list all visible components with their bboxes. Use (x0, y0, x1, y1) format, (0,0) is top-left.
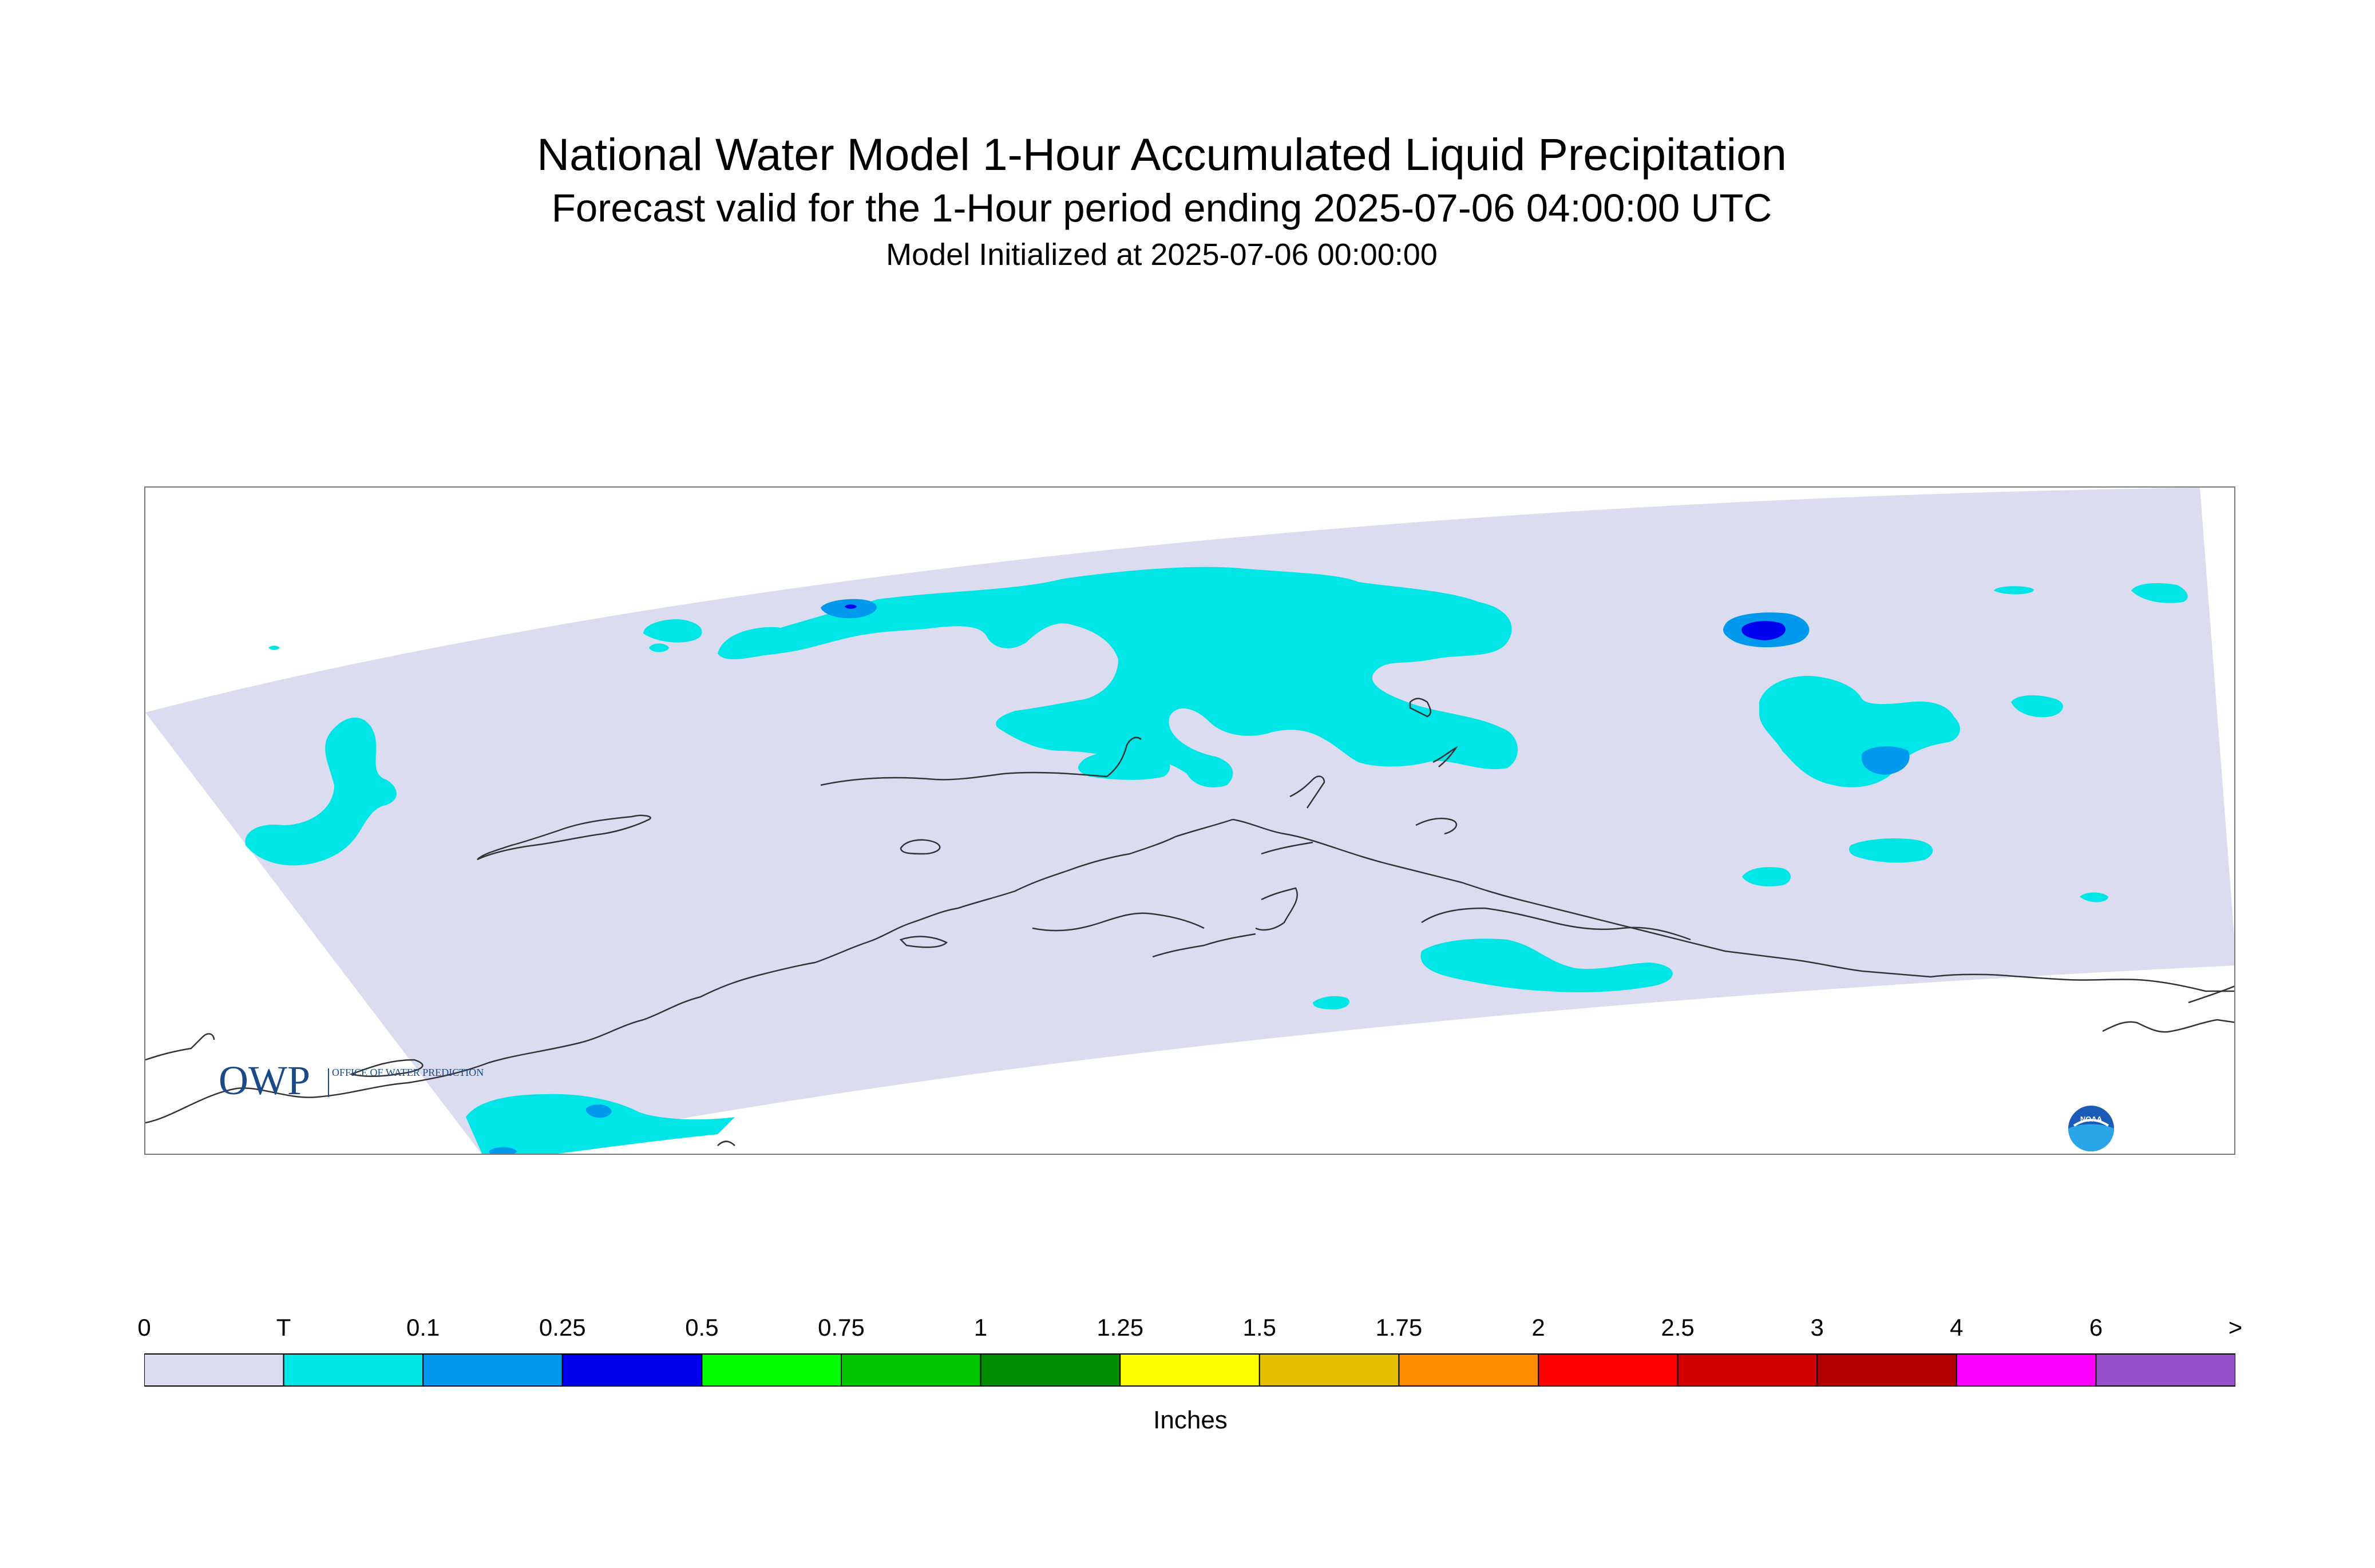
legend-tick-label: 0.5 (685, 1314, 719, 1341)
legend-tick-label: 0.75 (818, 1314, 865, 1341)
legend-swatch (1258, 1353, 1400, 1387)
legend-swatch (701, 1353, 842, 1387)
legend-tick-label: 6 (2089, 1314, 2103, 1341)
legend-tick-label: 2 (1531, 1314, 1545, 1341)
legend-tick-label: 4 (1950, 1314, 1964, 1341)
legend-swatch (144, 1353, 284, 1387)
legend-swatch (841, 1353, 981, 1387)
legend-tick-label: 1.75 (1375, 1314, 1423, 1341)
map-panel: OWP OFFICE OF WATER PREDICTION NOAA (144, 486, 2235, 1155)
legend-tick-label: 0.25 (539, 1314, 586, 1341)
legend-swatch (1816, 1353, 1957, 1387)
owp-logo: OWP OFFICE OF WATER PREDICTION (219, 1058, 484, 1103)
legend-tick-label: T (276, 1314, 291, 1341)
legend-tick-label: 3 (1810, 1314, 1824, 1341)
legend-swatch (1538, 1353, 1679, 1387)
model-initialized-subtitle: Model Initialized at 2025-07-06 00:00:00 (886, 237, 1438, 272)
legend-swatch (2095, 1353, 2235, 1387)
color-legend (144, 1353, 2235, 1387)
legend-tick-label: 1.5 (1242, 1314, 1276, 1341)
forecast-valid-subtitle: Forecast valid for the 1-Hour period end… (551, 186, 1772, 230)
precip-trace-areas (245, 567, 2188, 1154)
legend-bar (144, 1353, 2235, 1387)
legend-tick-label: 1.25 (1097, 1314, 1144, 1341)
model-domain (145, 488, 2234, 1154)
map-title: National Water Model 1-Hour Accumulated … (537, 129, 1787, 180)
noaa-logo-text: NOAA (2080, 1115, 2103, 1123)
legend-swatch (422, 1353, 563, 1387)
legend-swatch (1956, 1353, 2097, 1387)
legend-tick-label: 0.1 (406, 1314, 440, 1341)
owp-logo-subtext: OFFICE OF WATER PREDICTION (332, 1067, 484, 1078)
legend-tick-label: 0 (137, 1314, 151, 1341)
legend-swatch (1119, 1353, 1260, 1387)
owp-logo-text: OWP (219, 1058, 310, 1103)
legend-swatch (283, 1353, 424, 1387)
legend-tick-label: 2.5 (1661, 1314, 1695, 1341)
legend-units-label: Inches (1153, 1406, 1228, 1434)
legend-swatch (1398, 1353, 1539, 1387)
legend-tick-label: > (2228, 1314, 2243, 1341)
precip-dark-blue-areas (845, 604, 1786, 640)
legend-swatch (561, 1353, 703, 1387)
precipitation-map: OWP OFFICE OF WATER PREDICTION NOAA (145, 488, 2234, 1154)
legend-tick-label: 1 (973, 1314, 988, 1341)
legend-swatch (980, 1353, 1121, 1387)
noaa-logo: NOAA (2068, 1106, 2114, 1151)
legend-swatch (1677, 1353, 1818, 1387)
coastlines (145, 698, 2234, 1146)
